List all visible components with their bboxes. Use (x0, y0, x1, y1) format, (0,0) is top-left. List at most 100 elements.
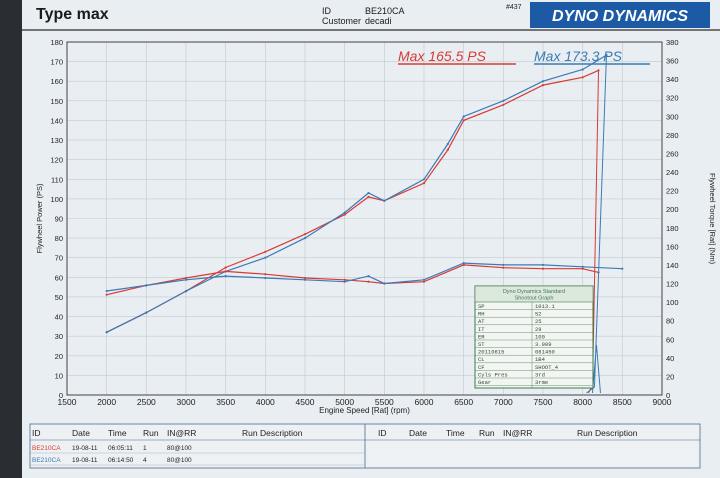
info-box-value: 1B4 (535, 356, 546, 363)
series-line (106, 69, 599, 333)
series-point (422, 280, 426, 283)
series-point (597, 69, 600, 72)
table-cell: 4 (143, 457, 147, 464)
y-right-tick-label: 340 (666, 75, 679, 84)
y-left-axis-label: Flywheel Power (PS) (35, 183, 44, 254)
series-point (264, 250, 267, 253)
y-left-tick-label: 140 (50, 116, 63, 125)
x-tick-label: 1500 (58, 397, 77, 407)
series-point (184, 278, 188, 281)
y-right-tick-label: 20 (666, 372, 674, 381)
series-point (105, 289, 108, 293)
y-right-tick-label: 40 (666, 354, 674, 363)
table-cell: BE210CA (32, 445, 61, 452)
table-cell: 06:05:11 (108, 445, 133, 452)
y-left-tick-label: 40 (55, 313, 63, 322)
series-point (367, 280, 370, 283)
series-point (105, 331, 108, 334)
series-point (343, 280, 346, 283)
series-point (303, 278, 307, 281)
y-right-tick-label: 360 (666, 57, 679, 66)
info-box-title: Dyno Dynamics Standard (503, 289, 565, 295)
max-red-annotation: Max 165.5 PS (398, 48, 487, 64)
series-point (502, 99, 505, 102)
table-cell: 06:14:50 (108, 457, 134, 464)
table-cell: 80@100 (167, 457, 192, 464)
x-tick-label: 7000 (494, 397, 513, 407)
series-point (462, 263, 465, 266)
x-tick-label: 2000 (97, 397, 116, 407)
brand-logo: DYNO DYNAMICS (530, 2, 710, 28)
x-tick-label: 8000 (573, 397, 592, 407)
y-left-tick-label: 60 (55, 273, 63, 282)
info-box-value: 3rd (535, 371, 545, 378)
series-point (383, 199, 386, 202)
table-cell: BE210CA (32, 457, 61, 464)
table-header-cell-right: Run Description (577, 428, 638, 438)
series-point (541, 84, 545, 87)
info-box-key: Gear (478, 379, 491, 386)
series-point (581, 267, 584, 270)
y-left-tick-label: 90 (55, 215, 63, 224)
series-point (581, 68, 584, 71)
x-tick-label: 6500 (454, 397, 473, 407)
y-left-tick-label: 30 (55, 332, 63, 341)
series-point (502, 266, 505, 269)
info-box-header (474, 285, 594, 303)
y-right-tick-label: 160 (666, 242, 679, 251)
y-left-tick-label: 110 (51, 175, 63, 184)
brand-text: DYNO DYNAMICS (552, 8, 688, 25)
y-right-tick-label: 380 (666, 38, 679, 47)
info-box-key: Cyls Pres (478, 371, 508, 378)
info-box-title: Shootout Graph (515, 296, 554, 302)
series-point (581, 76, 584, 79)
series-point (303, 276, 307, 280)
x-tick-label: 7500 (534, 397, 553, 407)
table-cell: 19-08-11 (72, 457, 98, 464)
y-left-tick-label: 0 (59, 391, 63, 400)
sheet-number: #437 (506, 4, 522, 11)
info-box-value: 081450 (535, 349, 555, 356)
y-right-tick-label: 80 (666, 317, 674, 326)
y-left-tick-label: 150 (50, 97, 63, 106)
table-header-cell: Time (108, 428, 127, 438)
table-header-cell: IN@RR (167, 428, 196, 438)
y-left-tick-label: 180 (50, 38, 63, 47)
info-box-key: ST (478, 341, 485, 348)
series-point (303, 233, 307, 236)
info-box-key: SP (478, 303, 485, 310)
customer-value: decadi (365, 16, 392, 26)
y-right-tick-label: 0 (666, 391, 670, 400)
x-tick-label: 5000 (335, 397, 354, 407)
table-header-cell-right: ID (378, 428, 387, 438)
info-box-key: CF (478, 364, 485, 371)
series-point (383, 282, 386, 285)
series-point (367, 275, 370, 278)
series-line (106, 54, 607, 333)
x-tick-label: 4500 (296, 397, 315, 407)
info-box-key: AT (478, 318, 485, 325)
series-point (264, 256, 267, 259)
series-point (541, 267, 545, 270)
series-point (367, 191, 370, 195)
series-point (367, 195, 370, 198)
customer-label: Customer (322, 16, 361, 26)
series-point (422, 278, 426, 281)
series-point (462, 115, 465, 118)
table-header-cell-right: Run (479, 428, 495, 438)
table-header-cell: Run Description (242, 428, 303, 438)
y-left-tick-label: 160 (50, 77, 63, 86)
y-right-tick-label: 200 (666, 205, 679, 214)
y-right-tick-label: 220 (666, 187, 679, 196)
series-point (446, 142, 449, 146)
info-box-key: RH (478, 311, 485, 318)
dyno-svg: Type max ID BE210CA Customer decadi #437… (22, 2, 720, 469)
series-point (224, 270, 227, 273)
table-header-cell-right: Date (409, 428, 427, 438)
series-point (184, 290, 188, 293)
series-point (145, 311, 148, 314)
x-tick-label: 5500 (375, 397, 394, 407)
y-left-tick-label: 70 (55, 254, 63, 263)
plot-frame (66, 41, 663, 396)
